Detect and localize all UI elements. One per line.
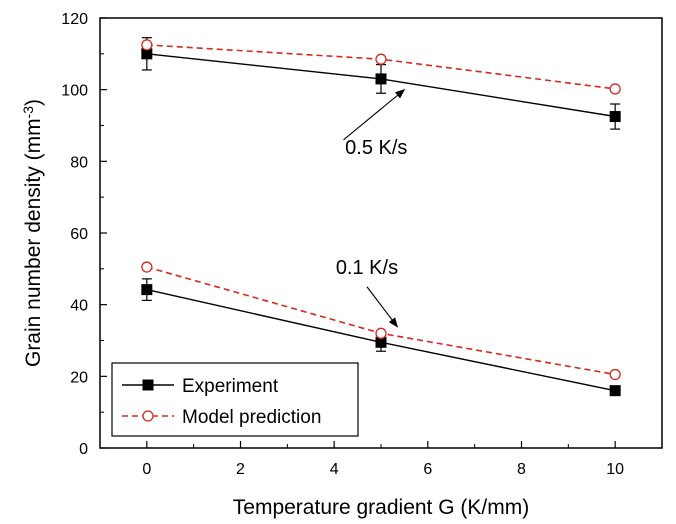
legend-marker <box>142 410 154 422</box>
experiment-point <box>609 111 621 123</box>
legend: Experiment Model prediction <box>111 362 359 437</box>
experiment-point <box>141 48 153 60</box>
annotation-arrow <box>366 286 398 328</box>
plot-data <box>141 37 621 397</box>
experiment-point <box>375 73 387 85</box>
experiment-point <box>609 385 621 397</box>
legend-box <box>111 362 359 437</box>
y-tick-label: 60 <box>70 226 88 243</box>
y-tick-label: 80 <box>70 154 88 171</box>
y-tick-label: 20 <box>70 369 88 386</box>
x-tick-label: 10 <box>606 461 624 478</box>
model-point <box>141 39 153 51</box>
experiment-point <box>141 284 153 296</box>
model-line <box>146 266 616 376</box>
y-axis-label: Grain number density (mm-3) <box>20 99 45 367</box>
legend-marker <box>142 379 154 391</box>
x-tick-label: 8 <box>517 461 526 478</box>
x-axis-label: Temperature gradient G (K/mm) <box>233 496 529 519</box>
x-tick-label: 6 <box>423 461 432 478</box>
model-point <box>141 261 153 273</box>
legend-label: Model prediction <box>182 407 321 428</box>
annotations: 0.5 K/s 0.1 K/s <box>336 89 407 328</box>
y-tick-label: 120 <box>61 11 88 28</box>
model-point <box>375 53 387 65</box>
model-point <box>375 327 387 339</box>
y-tick-label: 100 <box>61 83 88 100</box>
model-point <box>609 368 621 381</box>
y-tick-label: 40 <box>70 298 88 315</box>
x-tick-label: 4 <box>330 461 339 478</box>
legend-label: Experiment <box>182 376 279 397</box>
annotation-arrow <box>343 89 406 141</box>
annotation-label: 0.5 K/s <box>345 137 407 159</box>
model-point <box>609 83 621 95</box>
x-tick-label: 0 <box>142 461 151 478</box>
experiment-point <box>375 336 387 348</box>
annotation-label: 0.1 K/s <box>336 257 398 279</box>
y-tick-label: 0 <box>79 441 88 458</box>
y-axis-label-superscript: -3 <box>20 106 36 119</box>
x-tick-label: 2 <box>236 461 245 478</box>
